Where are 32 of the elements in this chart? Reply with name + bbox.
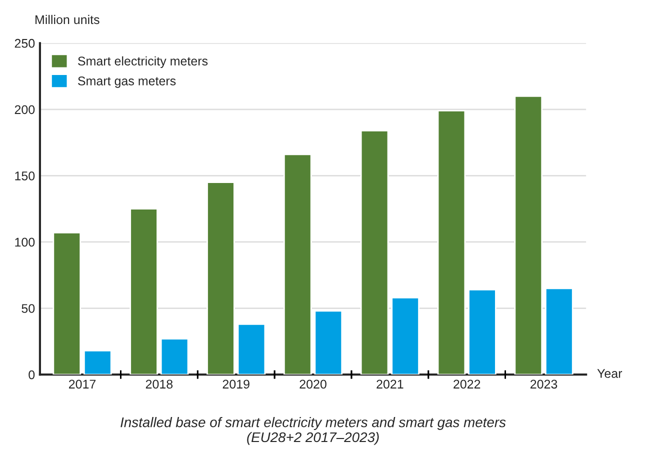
- x-tick-label: 2018: [146, 380, 173, 389]
- legend-label: Smart electricity meters: [78, 56, 208, 68]
- x-tick-label: 2017: [68, 380, 96, 389]
- bar: [514, 95, 543, 375]
- bar: [545, 288, 574, 375]
- bar: [437, 110, 466, 375]
- bar: [391, 296, 420, 375]
- bar: [283, 154, 312, 375]
- legend-label: Smart gas meters: [78, 76, 176, 88]
- y-tick-label: 100: [15, 238, 35, 247]
- bar: [206, 182, 235, 375]
- y-tick-label: 250: [14, 38, 35, 48]
- bar: [52, 232, 82, 375]
- x-axis-title: Year: [597, 369, 622, 378]
- y-tick-label: 200: [14, 105, 35, 114]
- x-tick-label: 2022: [454, 380, 480, 389]
- y-axis-title: Million units: [36, 14, 100, 24]
- bar: [360, 130, 389, 375]
- bar: [83, 350, 112, 375]
- x-tick-label: 2020: [300, 380, 326, 389]
- x-tick-label: 2023: [530, 380, 558, 389]
- bar: [160, 338, 189, 375]
- bar: [130, 208, 158, 375]
- y-tick-label: 50: [22, 304, 35, 313]
- bar: [237, 323, 266, 375]
- text: Installed base of smart electricity meters and smart gas meters (EU28+2 2017–2023): [120, 417, 506, 445]
- y-tick-label: 0: [28, 370, 35, 380]
- bar: [314, 310, 343, 375]
- x-tick-label: 2019: [222, 380, 250, 389]
- x-tick-label: 2021: [376, 380, 404, 389]
- y-tick-label: 150: [15, 172, 35, 180]
- bar: [468, 289, 496, 375]
